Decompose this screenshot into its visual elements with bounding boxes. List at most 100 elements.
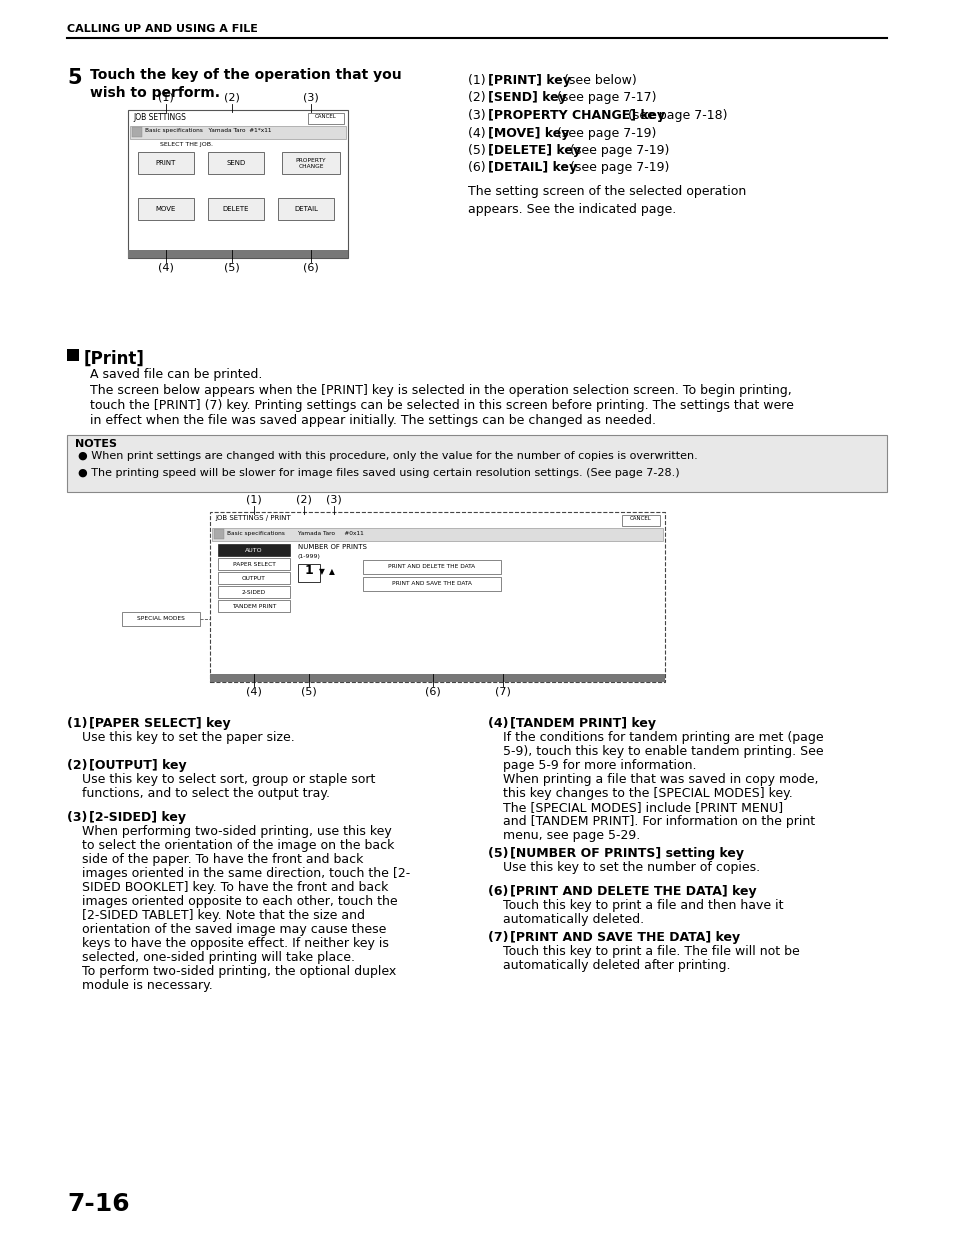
Text: PROPERTY: PROPERTY <box>295 158 326 163</box>
Text: [Print]: [Print] <box>84 350 145 368</box>
Text: [2-SIDED] key: [2-SIDED] key <box>89 811 186 824</box>
Text: [TANDEM PRINT] key: [TANDEM PRINT] key <box>510 718 656 730</box>
Text: The [SPECIAL MODES] include [PRINT MENU]: The [SPECIAL MODES] include [PRINT MENU] <box>502 802 782 814</box>
Text: page 5-9 for more information.: page 5-9 for more information. <box>502 760 696 772</box>
Text: (3): (3) <box>67 811 91 824</box>
Text: in effect when the file was saved appear initially. The settings can be changed : in effect when the file was saved appear… <box>90 414 656 427</box>
Text: [PAPER SELECT] key: [PAPER SELECT] key <box>89 718 231 730</box>
Text: (1): (1) <box>246 494 262 504</box>
Text: CHANGE: CHANGE <box>298 164 323 169</box>
Text: PRINT AND SAVE THE DATA: PRINT AND SAVE THE DATA <box>392 582 472 587</box>
Text: (1): (1) <box>158 91 173 103</box>
Text: (5): (5) <box>488 847 513 860</box>
Text: (5): (5) <box>224 262 239 272</box>
Text: touch the [PRINT] (7) key. Printing settings can be selected in this screen befo: touch the [PRINT] (7) key. Printing sett… <box>90 399 793 412</box>
Text: wish to perform.: wish to perform. <box>90 86 220 100</box>
Text: Touch this key to print a file and then have it: Touch this key to print a file and then … <box>502 899 782 911</box>
Text: MOVE: MOVE <box>155 206 176 212</box>
Text: (4): (4) <box>488 718 513 730</box>
Text: this key changes to the [SPECIAL MODES] key.: this key changes to the [SPECIAL MODES] … <box>502 787 792 800</box>
Text: [SEND] key: [SEND] key <box>488 91 566 105</box>
Text: JOB SETTINGS / PRINT: JOB SETTINGS / PRINT <box>214 515 291 521</box>
Text: [PRINT AND DELETE THE DATA] key: [PRINT AND DELETE THE DATA] key <box>510 885 756 898</box>
Text: (4): (4) <box>468 126 489 140</box>
Text: [PRINT] key: [PRINT] key <box>488 74 570 86</box>
Text: PRINT AND DELETE THE DATA: PRINT AND DELETE THE DATA <box>388 564 475 569</box>
Text: images oriented in the same direction, touch the [2-: images oriented in the same direction, t… <box>82 867 410 881</box>
Text: NUMBER OF PRINTS: NUMBER OF PRINTS <box>297 543 367 550</box>
Text: NOTES: NOTES <box>75 438 117 450</box>
Text: (see page 7-18): (see page 7-18) <box>624 109 727 122</box>
Text: DELETE: DELETE <box>222 206 249 212</box>
Text: (see below): (see below) <box>558 74 636 86</box>
Text: SPECIAL MODES: SPECIAL MODES <box>137 616 185 621</box>
Text: Use this key to set the number of copies.: Use this key to set the number of copies… <box>502 861 760 874</box>
Text: (6): (6) <box>303 262 318 272</box>
Text: ▲: ▲ <box>329 568 335 577</box>
Text: [DETAIL] key: [DETAIL] key <box>488 162 577 174</box>
Text: Basic specifications   Yamada Taro  #1*x11: Basic specifications Yamada Taro #1*x11 <box>145 128 272 133</box>
Text: automatically deleted after printing.: automatically deleted after printing. <box>502 960 730 972</box>
Text: When performing two-sided printing, use this key: When performing two-sided printing, use … <box>82 825 392 839</box>
Text: (see page 7-19): (see page 7-19) <box>565 162 669 174</box>
Text: side of the paper. To have the front and back: side of the paper. To have the front and… <box>82 853 363 866</box>
Text: [2-SIDED TABLET] key. Note that the size and: [2-SIDED TABLET] key. Note that the size… <box>82 909 365 923</box>
Text: Touch the key of the operation that you: Touch the key of the operation that you <box>90 68 401 82</box>
Text: [DELETE] key: [DELETE] key <box>488 144 580 157</box>
Text: and [TANDEM PRINT]. For information on the print: and [TANDEM PRINT]. For information on t… <box>502 815 814 827</box>
Text: (see page 7-19): (see page 7-19) <box>565 144 669 157</box>
Text: menu, see page 5-29.: menu, see page 5-29. <box>502 829 639 842</box>
Text: orientation of the saved image may cause these: orientation of the saved image may cause… <box>82 923 386 936</box>
Text: ● The printing speed will be slower for image files saved using certain resoluti: ● The printing speed will be slower for … <box>78 468 679 478</box>
Text: [PROPERTY CHANGE] key: [PROPERTY CHANGE] key <box>488 109 664 122</box>
Text: 5-9), touch this key to enable tandem printing. See: 5-9), touch this key to enable tandem pr… <box>502 745 822 758</box>
Text: (3): (3) <box>303 91 318 103</box>
Text: ● When print settings are changed with this procedure, only the value for the nu: ● When print settings are changed with t… <box>78 451 697 461</box>
Text: (2): (2) <box>67 760 91 772</box>
Text: The setting screen of the selected operation
appears. See the indicated page.: The setting screen of the selected opera… <box>468 185 745 216</box>
Text: ▼: ▼ <box>318 568 325 577</box>
Text: CANCEL: CANCEL <box>314 115 336 120</box>
Text: (6): (6) <box>488 885 512 898</box>
Text: (3): (3) <box>326 494 341 504</box>
Text: Use this key to set the paper size.: Use this key to set the paper size. <box>82 731 294 743</box>
Text: (6): (6) <box>425 685 440 697</box>
Text: If the conditions for tandem printing are met (page: If the conditions for tandem printing ar… <box>502 731 822 743</box>
Text: SEND: SEND <box>226 161 245 165</box>
Text: AUTO: AUTO <box>245 547 262 552</box>
Text: Touch this key to print a file. The file will not be: Touch this key to print a file. The file… <box>502 945 799 958</box>
Text: OUTPUT: OUTPUT <box>242 576 266 580</box>
Text: (2): (2) <box>295 494 312 504</box>
Text: [OUTPUT] key: [OUTPUT] key <box>89 760 187 772</box>
Text: [PRINT AND SAVE THE DATA] key: [PRINT AND SAVE THE DATA] key <box>510 931 740 944</box>
Text: (see page 7-17): (see page 7-17) <box>553 91 656 105</box>
Text: PRINT: PRINT <box>155 161 176 165</box>
Text: CALLING UP AND USING A FILE: CALLING UP AND USING A FILE <box>67 23 257 35</box>
Text: module is necessary.: module is necessary. <box>82 979 213 992</box>
Text: (3): (3) <box>468 109 489 122</box>
Text: selected, one-sided printing will take place.: selected, one-sided printing will take p… <box>82 951 355 965</box>
Text: (4): (4) <box>246 685 262 697</box>
Text: Use this key to select sort, group or staple sort: Use this key to select sort, group or st… <box>82 773 375 785</box>
Text: (5): (5) <box>301 685 316 697</box>
Text: (1): (1) <box>67 718 91 730</box>
Text: keys to have the opposite effect. If neither key is: keys to have the opposite effect. If nei… <box>82 937 389 950</box>
Text: (2): (2) <box>224 91 240 103</box>
Text: automatically deleted.: automatically deleted. <box>502 913 643 926</box>
Text: functions, and to select the output tray.: functions, and to select the output tray… <box>82 787 330 800</box>
Text: TANDEM PRINT: TANDEM PRINT <box>232 604 275 609</box>
Text: (6): (6) <box>468 162 489 174</box>
Text: (4): (4) <box>158 262 173 272</box>
Text: When printing a file that was saved in copy mode,: When printing a file that was saved in c… <box>502 773 818 785</box>
Text: 5: 5 <box>67 68 82 88</box>
Text: (see page 7-19): (see page 7-19) <box>553 126 656 140</box>
Text: SIDED BOOKLET] key. To have the front and back: SIDED BOOKLET] key. To have the front an… <box>82 881 388 894</box>
Text: [MOVE] key: [MOVE] key <box>488 126 569 140</box>
Text: (1): (1) <box>468 74 489 86</box>
Text: [NUMBER OF PRINTS] setting key: [NUMBER OF PRINTS] setting key <box>510 847 743 860</box>
Text: (7): (7) <box>495 685 511 697</box>
Text: images oriented opposite to each other, touch the: images oriented opposite to each other, … <box>82 895 397 908</box>
Text: SELECT THE JOB.: SELECT THE JOB. <box>160 142 213 147</box>
Text: JOB SETTINGS: JOB SETTINGS <box>132 112 186 122</box>
Text: Basic specifications       Yamada Taro     #0x11: Basic specifications Yamada Taro #0x11 <box>227 531 363 536</box>
